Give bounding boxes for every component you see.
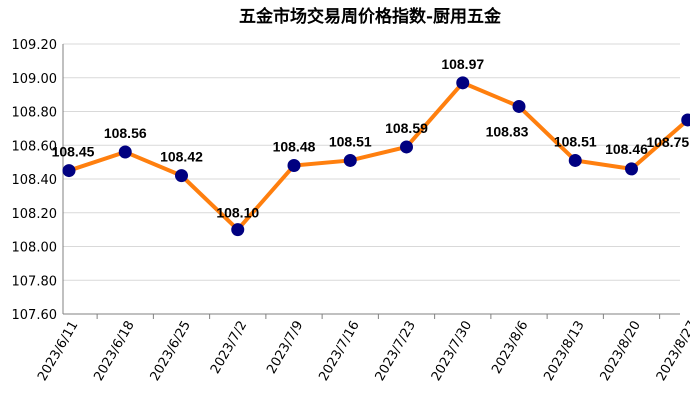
y-tick-label: 109.00 [12,72,58,87]
x-tick-label: 2023/7/16 [316,319,362,384]
label-layer: 108.45 108.56 108.42 108.10 108.48 108.51 108.… [52,56,690,221]
data-label: 108.83 [486,123,529,139]
data-point [512,99,526,113]
data-point [287,159,301,172]
x-tick-label: 2023/7/23 [373,319,419,384]
line-layer [68,80,690,233]
series-line [68,80,690,233]
data-label: 108.97 [441,56,484,72]
x-tick-label: 2023/7/2 [208,319,250,377]
data-label: 108.45 [52,144,95,160]
y-tick-label: 108.00 [12,241,58,256]
marker-layer [62,76,690,237]
data-label: 108.48 [273,139,316,155]
data-point [681,113,690,127]
data-label: 108.42 [160,149,203,165]
axis-layer: 107.60107.80108.00108.20108.40108.60108.… [12,38,690,384]
y-tick-label: 108.80 [12,106,58,121]
data-point [568,153,582,167]
data-point [231,223,245,237]
x-tick-label: 2023/8/13 [541,319,587,384]
data-label: 108.59 [385,120,428,136]
y-tick-label: 108.20 [12,207,58,222]
y-tick-label: 109.20 [12,38,58,53]
chart-title: 五金市场交易周价格指数-厨用五金 [239,6,502,27]
x-tick-label: 2023/8/27 [654,319,690,384]
x-tick-label: 2023/7/9 [264,319,306,377]
data-label: 108.51 [554,133,597,149]
y-tick-label: 107.60 [12,308,58,323]
data-point [625,162,638,176]
data-point [400,140,413,154]
x-tick-label: 2023/8/6 [489,319,531,377]
x-tick-label: 2023/8/20 [598,319,644,384]
data-label: 108.75 [646,134,689,150]
grid-layer [63,43,680,281]
x-tick-label: 2023/6/18 [91,319,137,384]
x-tick-label: 2023/6/25 [148,319,194,384]
data-point [118,145,132,159]
data-label: 108.51 [329,133,372,149]
data-point [62,164,76,178]
y-tick-label: 107.80 [12,274,58,289]
x-tick-label: 2023/6/11 [35,319,81,384]
y-tick-label: 108.40 [12,173,58,188]
data-label: 108.46 [605,141,648,157]
y-tick-label: 108.60 [12,139,58,154]
data-label: 108.10 [216,205,259,221]
data-point [175,169,188,183]
data-label: 108.56 [104,125,147,141]
data-point [456,76,470,90]
x-tick-label: 2023/7/30 [429,319,475,384]
data-point [343,153,357,167]
